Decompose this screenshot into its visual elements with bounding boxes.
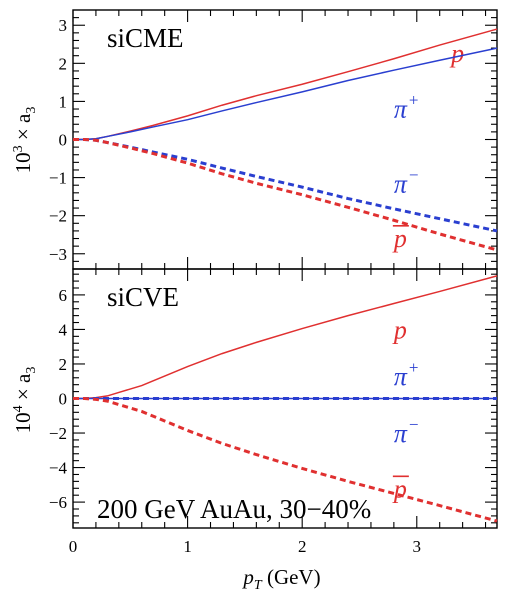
y-tick-label: 4 [59, 320, 68, 339]
panel-sicme: −3 −2 −1 0 1 2 3 p π + π − p siCME 103 × a3 [11, 9, 498, 270]
panel-sicme-y-axis-title: 103 × a3 [11, 107, 39, 174]
y-tick-label: 2 [59, 54, 68, 73]
y-tick-label: 2 [59, 355, 68, 374]
x-tick-label: 3 [413, 537, 422, 556]
y-tick-label: 1 [59, 92, 68, 111]
x-tick-label: 2 [298, 537, 307, 556]
series-label: p [392, 224, 407, 253]
y-tick-label: −4 [49, 459, 68, 478]
x-tick-label: 0 [69, 537, 78, 556]
panel-sicve-series: p π + π − p [73, 275, 498, 523]
series-label: π + [394, 358, 419, 391]
panel-sicme-y-ticks: −3 −2 −1 0 1 2 3 [49, 16, 497, 264]
panel-sicme-x-ticks [72, 10, 487, 269]
series-line [73, 47, 498, 141]
series-label: p [392, 315, 407, 344]
y-tick-label: −2 [49, 424, 67, 443]
y-tick-label: −3 [49, 245, 67, 264]
y-tick-label: 0 [59, 131, 68, 150]
series-label: π − [394, 166, 419, 199]
series-line [73, 275, 498, 400]
series-line [73, 138, 498, 233]
y-tick-label: −6 [49, 493, 67, 512]
y-tick-label: −2 [49, 207, 67, 226]
panel-sicve-y-ticks: −6 −4 −2 0 2 4 6 [49, 273, 497, 524]
x-axis-title: pT (GeV) [241, 565, 320, 593]
y-tick-label: 6 [59, 286, 68, 305]
y-tick-label: 3 [59, 16, 68, 35]
series-label: p [392, 474, 407, 503]
series-line [73, 397, 498, 523]
panel-sicve-y-axis-title: 104 × a3 [11, 367, 39, 434]
panel-sicve-label: siCVE [107, 282, 179, 312]
panel-sicve-x-ticks [72, 269, 487, 528]
y-axis-title: 104 × a3 [11, 367, 39, 434]
panel-sicme-series: p π + π − p [73, 28, 498, 253]
panel-sicme-label: siCME [107, 23, 184, 53]
series-label: π − [394, 415, 419, 448]
series-line [73, 138, 498, 252]
x-axis: 0 1 2 3 pT (GeV) [69, 537, 421, 593]
y-axis-title: 103 × a3 [11, 107, 39, 174]
y-tick-label: 0 [59, 390, 68, 409]
series-label: π + [394, 90, 419, 123]
panel-sicve-annotation: 200 GeV AuAu, 30−40% [97, 494, 371, 524]
y-tick-label: −1 [49, 169, 67, 188]
panel-sicve: −6 −4 −2 0 2 4 6 p π + π − p siCVE 200 GeV AuAu, 30… [11, 268, 498, 529]
series-label: p [449, 39, 464, 68]
x-tick-label: 1 [183, 537, 192, 556]
